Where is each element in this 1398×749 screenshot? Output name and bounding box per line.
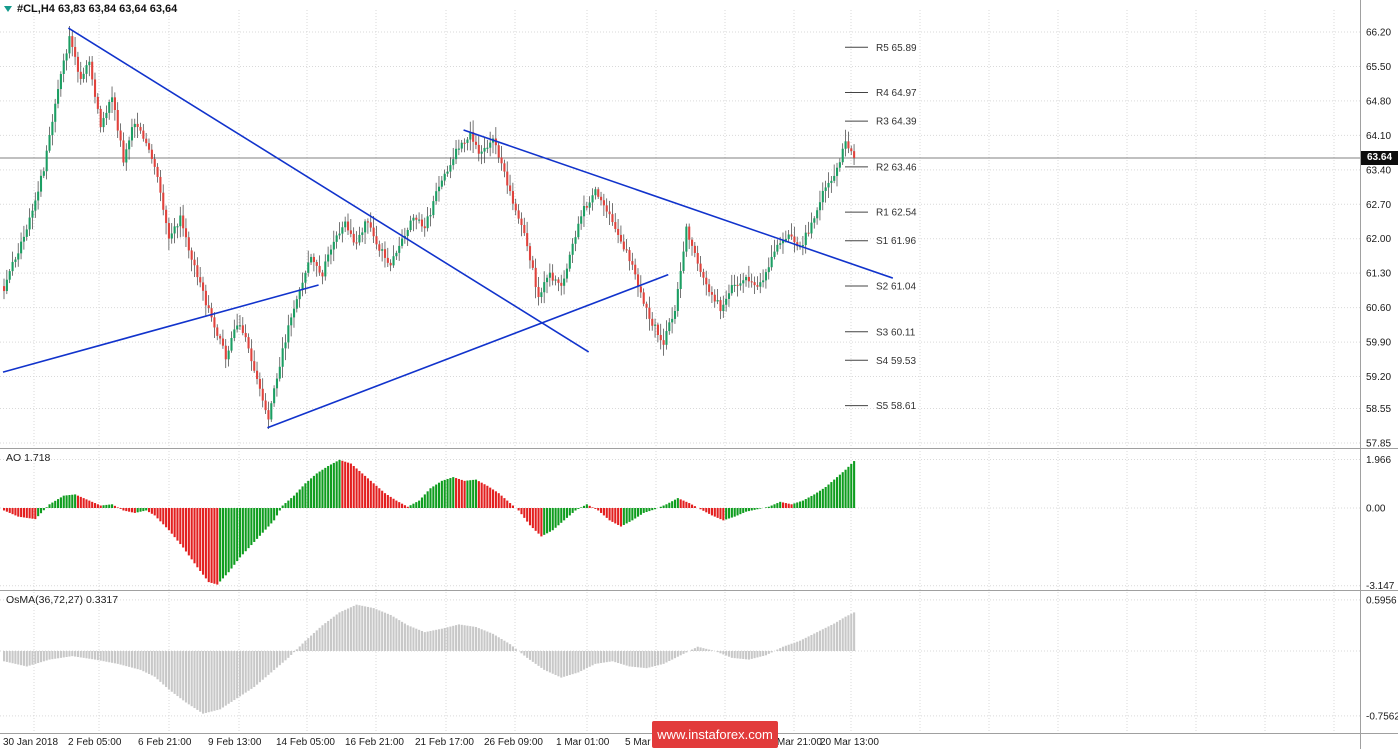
svg-text:14 Mar 21:00: 14 Mar 21:00: [763, 737, 822, 748]
svg-text:1 Mar 01:00: 1 Mar 01:00: [556, 737, 610, 748]
svg-text:59.20: 59.20: [1366, 372, 1391, 383]
svg-text:59.90: 59.90: [1366, 338, 1391, 349]
svg-text:16 Feb 21:00: 16 Feb 21:00: [345, 737, 404, 748]
svg-text:57.85: 57.85: [1366, 439, 1391, 450]
svg-text:S4 59.53: S4 59.53: [876, 356, 916, 367]
svg-text:30 Jan 2018: 30 Jan 2018: [3, 737, 58, 748]
svg-text:R4 64.97: R4 64.97: [876, 88, 917, 99]
svg-text:0.00: 0.00: [1366, 504, 1386, 515]
svg-text:S2 61.04: S2 61.04: [876, 281, 916, 292]
svg-text:5 Mar 21:00: 5 Mar 21:00: [625, 737, 679, 748]
ao-histogram: [3, 459, 856, 585]
svg-text:9 Feb 13:00: 9 Feb 13:00: [208, 737, 262, 748]
svg-text:S5 58.61: S5 58.61: [876, 401, 916, 412]
svg-text:2 Feb 05:00: 2 Feb 05:00: [68, 737, 122, 748]
svg-text:S1 61.96: S1 61.96: [876, 236, 916, 247]
svg-text:64.10: 64.10: [1366, 131, 1391, 142]
svg-text:1.966: 1.966: [1366, 455, 1391, 466]
svg-text:-3.147: -3.147: [1366, 581, 1395, 592]
svg-text:63.40: 63.40: [1366, 165, 1391, 176]
svg-text:58.55: 58.55: [1366, 404, 1391, 415]
svg-text:61.30: 61.30: [1366, 269, 1391, 280]
svg-text:14 Feb 05:00: 14 Feb 05:00: [276, 737, 335, 748]
ao-value: 1.718: [24, 452, 51, 464]
svg-text:R1 62.54: R1 62.54: [876, 208, 917, 219]
symbol-dropdown-icon[interactable]: [4, 6, 12, 12]
time-axis[interactable]: 30 Jan 2018 2 Feb 05:00 6 Feb 21:00 9 Feb 1…: [3, 737, 879, 748]
candles-layer[interactable]: [3, 25, 856, 430]
pivot-levels[interactable]: R5 65.89 R4 64.97 R3 64.39 R2 63.46 R1 62.54…: [845, 43, 917, 412]
chart-title: #CL,H4 63,83 63,84 63,64 63,64: [4, 3, 177, 15]
svg-text:60.60: 60.60: [1366, 303, 1391, 314]
svg-text:6 Feb 21:00: 6 Feb 21:00: [138, 737, 192, 748]
ao-name: AO: [6, 452, 22, 464]
svg-text:-0.7562: -0.7562: [1366, 711, 1398, 722]
trendlines-layer[interactable]: [2, 27, 894, 429]
current-price-badge: 63.64: [1361, 151, 1398, 165]
svg-text:65.50: 65.50: [1366, 62, 1391, 73]
ao-indicator-label: AO 1.718: [6, 452, 50, 464]
osma-name: OsMA(36,72,27): [6, 594, 84, 606]
svg-text:64.80: 64.80: [1366, 96, 1391, 107]
osma-value: 0.3317: [85, 594, 119, 606]
svg-text:62.70: 62.70: [1366, 200, 1391, 211]
svg-text:21 Feb 17:00: 21 Feb 17:00: [415, 737, 474, 748]
osma-indicator-label: OsMA(36,72,27) 0.3317: [6, 594, 118, 606]
symbol-ohlc-text: #CL,H4 63,83 63,84 63,64 63,64: [17, 3, 178, 15]
svg-text:26 Feb 09:00: 26 Feb 09:00: [484, 737, 543, 748]
svg-text:0.5956: 0.5956: [1366, 595, 1397, 606]
grid-layer: [0, 10, 1361, 733]
svg-text:62.00: 62.00: [1366, 234, 1391, 245]
svg-text:20 Mar 13:00: 20 Mar 13:00: [820, 737, 879, 748]
svg-text:66.20: 66.20: [1366, 28, 1391, 39]
svg-text:R5 65.89: R5 65.89: [876, 43, 917, 54]
svg-text:R3 64.39: R3 64.39: [876, 117, 917, 128]
svg-text:R2 63.46: R2 63.46: [876, 162, 917, 173]
instaforex-watermark: www.instaforex.com: [652, 721, 778, 748]
osma-histogram: [3, 604, 856, 714]
price-axis[interactable]: 66.20 65.50 64.80 64.10 63.40 62.70 62.00 61.30…: [1366, 28, 1398, 723]
svg-text:S3 60.11: S3 60.11: [876, 327, 916, 338]
